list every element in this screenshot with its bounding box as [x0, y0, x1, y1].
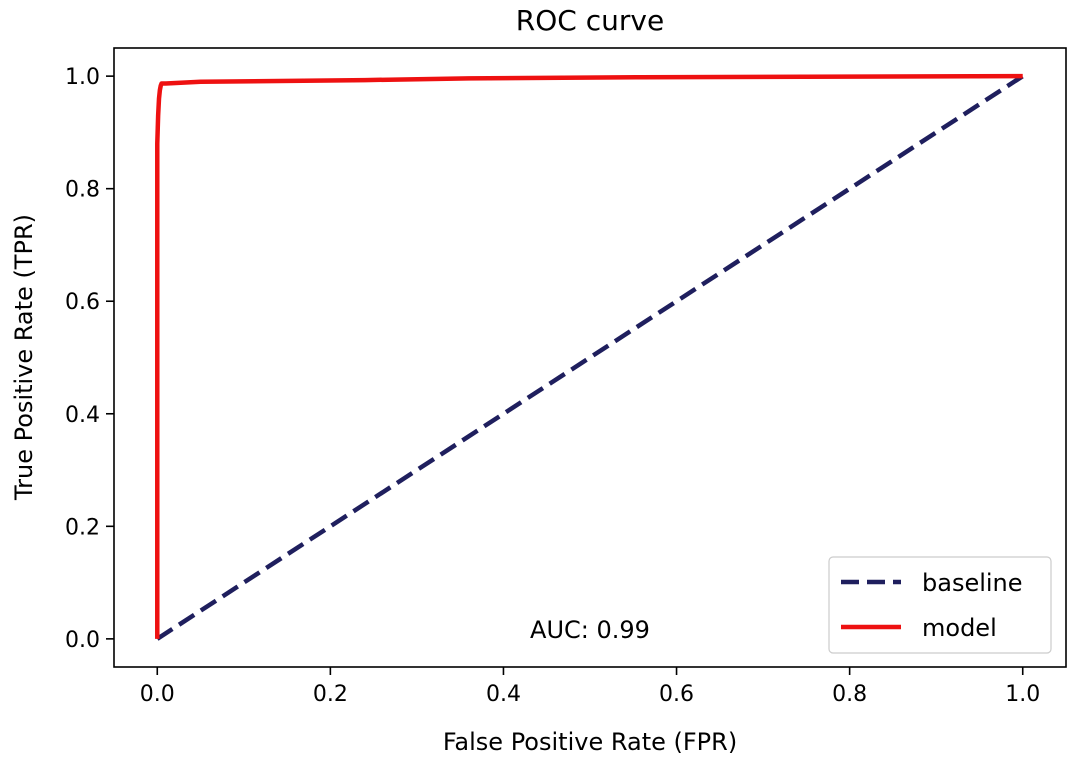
- y-tick-label: 0.8: [65, 178, 100, 203]
- auc-annotation: AUC: 0.99: [530, 616, 650, 644]
- y-tick-label: 0.6: [65, 290, 100, 315]
- y-tick-label: 0.4: [65, 403, 100, 428]
- series-line-baseline: [156, 74, 1024, 641]
- y-tick-label: 1.0: [65, 65, 100, 90]
- x-tick-label: 0.6: [659, 682, 694, 707]
- series-line-model: [155, 73, 1023, 639]
- chart-title: ROC curve: [516, 4, 664, 37]
- x-axis-ticks: 0.0 0.2 0.4 0.6 0.8 1.0: [140, 667, 1040, 707]
- y-axis-ticks: 0.0 0.2 0.4 0.6 0.8 1.0: [65, 65, 114, 653]
- y-axis-label: True Positive Rate (TPR): [10, 214, 38, 501]
- x-axis-label: False Positive Rate (FPR): [443, 728, 737, 756]
- x-tick-label: 1.0: [1005, 682, 1040, 707]
- plot-area: [113, 47, 1067, 668]
- legend-label-baseline: baseline: [922, 569, 1023, 597]
- x-tick-label: 0.4: [486, 682, 521, 707]
- x-tick-label: 0.2: [313, 682, 348, 707]
- x-tick-label: 0.8: [832, 682, 867, 707]
- legend: baseline model: [828, 556, 1052, 654]
- y-tick-label: 0.0: [65, 628, 100, 653]
- plot-frame: [113, 47, 1067, 668]
- x-tick-label: 0.0: [140, 682, 175, 707]
- series-group: [155, 73, 1024, 641]
- legend-label-model: model: [922, 614, 997, 642]
- y-tick-label: 0.2: [65, 515, 100, 540]
